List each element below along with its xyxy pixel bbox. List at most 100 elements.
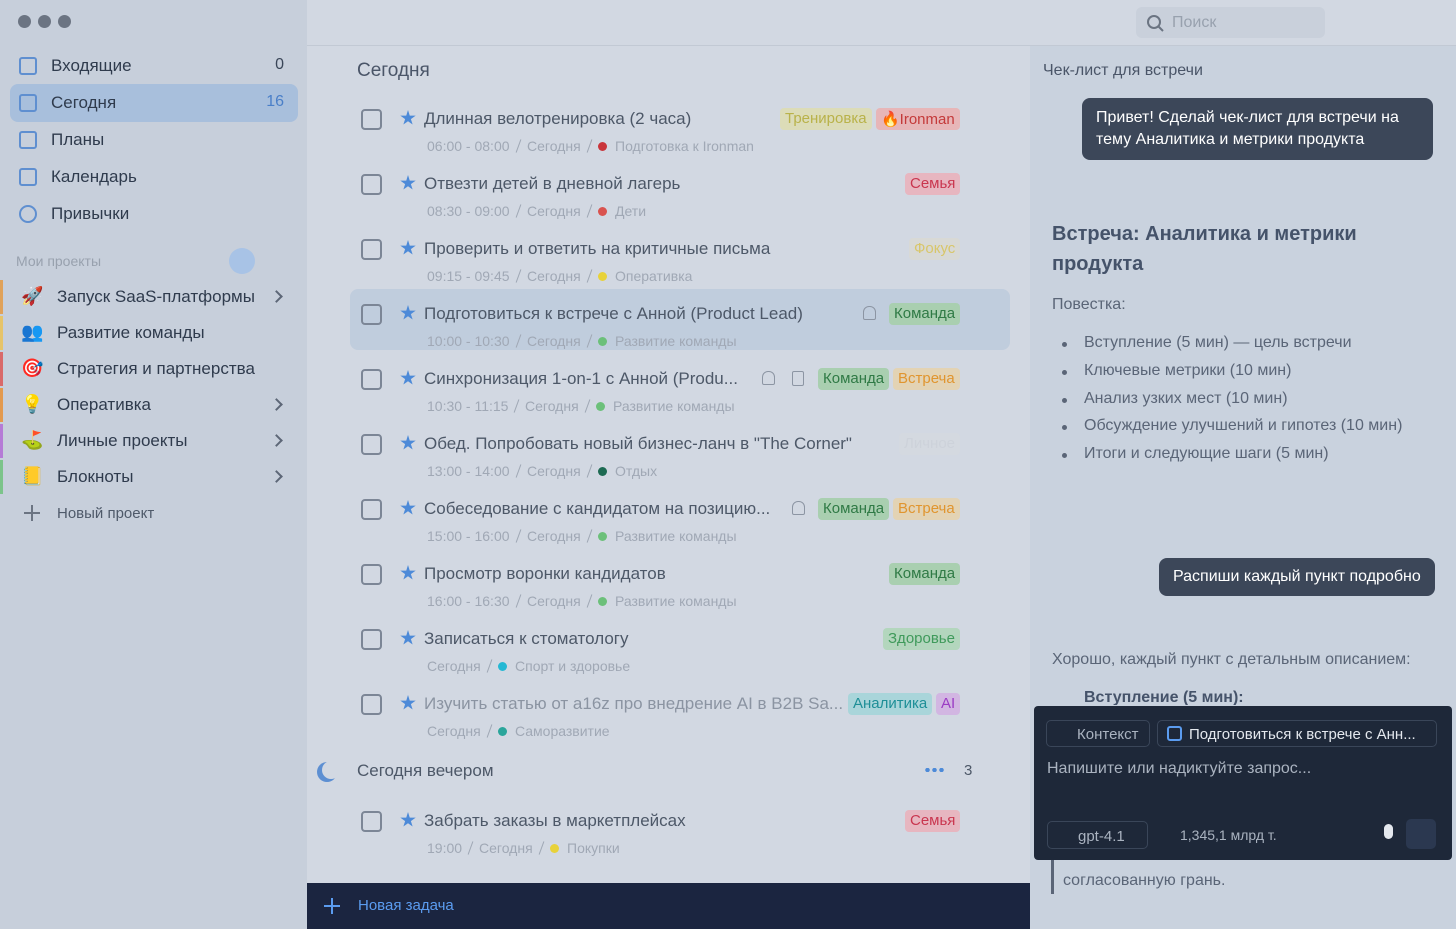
tag[interactable]: Команда (818, 368, 890, 390)
add-project[interactable] (229, 248, 255, 274)
new-project[interactable]: Новый проект (57, 505, 155, 522)
bullet (1062, 342, 1067, 347)
chat-input: Контекст Подготовиться к встрече с Анн...… (1034, 706, 1452, 860)
nav-icon (19, 168, 37, 186)
task-title[interactable]: Синхронизация 1-on-1 с Анной (Produ... (424, 369, 738, 388)
checkbox[interactable] (361, 239, 382, 260)
project-label[interactable]: Личные проекты (57, 431, 188, 450)
tag[interactable]: Команда (818, 498, 890, 520)
checkbox[interactable] (361, 174, 382, 195)
task-date: Сегодня (527, 593, 581, 609)
task-title[interactable]: Отвезти детей в дневной лагерь (424, 174, 681, 193)
nav-icon (19, 94, 37, 112)
nav-label[interactable]: Привычки (51, 204, 130, 223)
new-task[interactable]: Новая задача (358, 897, 454, 914)
project-label[interactable]: Оперативка (57, 395, 151, 414)
checkbox[interactable] (361, 564, 382, 585)
tag[interactable]: Встреча (893, 368, 960, 390)
tag[interactable]: Встреча (893, 498, 960, 520)
separator (586, 594, 593, 608)
project-dot (596, 402, 605, 411)
star (400, 500, 416, 515)
project-dot (598, 532, 607, 541)
checkbox[interactable] (361, 434, 382, 455)
task-chip-check (1167, 726, 1182, 741)
tag[interactable]: Фокус (909, 238, 961, 260)
more[interactable] (924, 768, 944, 772)
checkbox[interactable] (361, 109, 382, 130)
checkbox[interactable] (361, 694, 382, 715)
task-title[interactable]: Просмотр воронки кандидатов (424, 564, 666, 583)
tag[interactable]: Команда (889, 563, 961, 585)
task-title[interactable]: Записаться к стоматологу (424, 629, 629, 648)
separator (584, 399, 591, 413)
model-select[interactable]: gpt-4.1 (1047, 821, 1148, 849)
star (400, 240, 416, 255)
tag[interactable]: Личное (899, 433, 961, 455)
task-title[interactable]: Изучить статью от a16z про внедрение AI … (424, 694, 844, 713)
task-date: Сегодня (427, 658, 481, 674)
nav-label[interactable]: Календарь (51, 167, 137, 186)
project-stripe (0, 460, 3, 494)
nav-label[interactable]: Планы (51, 130, 105, 149)
user-bubble: Распиши каждый пункт подробно (1159, 558, 1435, 596)
project-label[interactable]: Блокноты (57, 467, 134, 486)
tag[interactable]: Тренировка (780, 108, 872, 130)
project-label[interactable]: Стратегия и партнерства (57, 359, 255, 378)
agenda-item: Анализ узких мест (10 мин) (1084, 389, 1288, 407)
tag[interactable]: 🔥Ironman (876, 108, 960, 130)
task-title[interactable]: Собеседование с кандидатом на позицию... (424, 499, 771, 518)
nav-label[interactable]: Входящие (51, 56, 132, 75)
project-label[interactable]: Развитие команды (57, 323, 205, 342)
bell-icon (792, 501, 805, 515)
nav-label[interactable]: Сегодня (51, 93, 117, 112)
context-chip[interactable]: Контекст (1046, 720, 1150, 747)
task-project: Оперативка (615, 268, 693, 284)
tag[interactable]: Семья (905, 810, 961, 832)
agenda-item: Обсуждение улучшений и гипотез (10 мин) (1084, 417, 1403, 435)
separator (515, 464, 522, 478)
agenda-item: Итоги и следующие шаги (5 мин) (1084, 445, 1329, 463)
task-title[interactable]: Подготовиться к встрече с Анной (Product… (424, 304, 803, 323)
checkbox[interactable] (361, 304, 382, 325)
checkbox[interactable] (361, 811, 382, 832)
checkbox[interactable] (361, 369, 382, 390)
project-icon: 📒 (21, 466, 44, 486)
checkbox[interactable] (361, 499, 382, 520)
sidebar (0, 0, 307, 929)
task-project: Развитие команды (615, 593, 737, 609)
tag[interactable]: Аналитика (848, 693, 933, 715)
agenda-item: Вступление (5 мин) — цель встречи (1084, 334, 1352, 351)
search-placeholder: Поиск (1172, 14, 1217, 31)
tag[interactable]: Команда (889, 303, 961, 325)
project-label[interactable]: Запуск SaaS-платформы (57, 287, 255, 306)
task-time: 09:15 - 09:45 (427, 268, 510, 284)
star (400, 812, 416, 827)
mic[interactable] (1384, 824, 1393, 839)
tag[interactable]: Семья (905, 173, 961, 195)
star (400, 370, 416, 385)
project-icon: 🎯 (21, 358, 44, 378)
agenda-label: Повестка: (1052, 296, 1126, 313)
task-title[interactable]: Обед. Попробовать новый бизнес-ланч в "T… (424, 434, 852, 453)
nav-icon (19, 57, 37, 75)
send[interactable] (1406, 819, 1436, 849)
tag[interactable]: Здоровье (883, 628, 960, 650)
search-icon (1147, 15, 1164, 32)
search-box[interactable]: Поиск (1136, 7, 1325, 38)
tag[interactable]: AI (936, 693, 961, 715)
list-title: Сегодня (357, 60, 430, 81)
project-icon: ⛳ (21, 430, 44, 450)
task-date: Сегодня (527, 333, 581, 349)
project-dot (598, 272, 607, 281)
task-title[interactable]: Забрать заказы в маркетплейсах (424, 811, 686, 830)
checkbox[interactable] (361, 629, 382, 650)
task-title[interactable]: Длинная велотренировка (2 часа) (424, 109, 692, 128)
prompt-placeholder[interactable]: Напишите или надиктуйте запрос... (1047, 760, 1312, 777)
task-title[interactable]: Проверить и ответить на критичные письма (424, 239, 771, 258)
task-time: 19:00 (427, 840, 463, 856)
task-chip[interactable]: Подготовиться к встрече с Анн... (1157, 720, 1437, 747)
new-task-bar (307, 883, 1030, 929)
task-project: Развитие команды (615, 333, 737, 349)
